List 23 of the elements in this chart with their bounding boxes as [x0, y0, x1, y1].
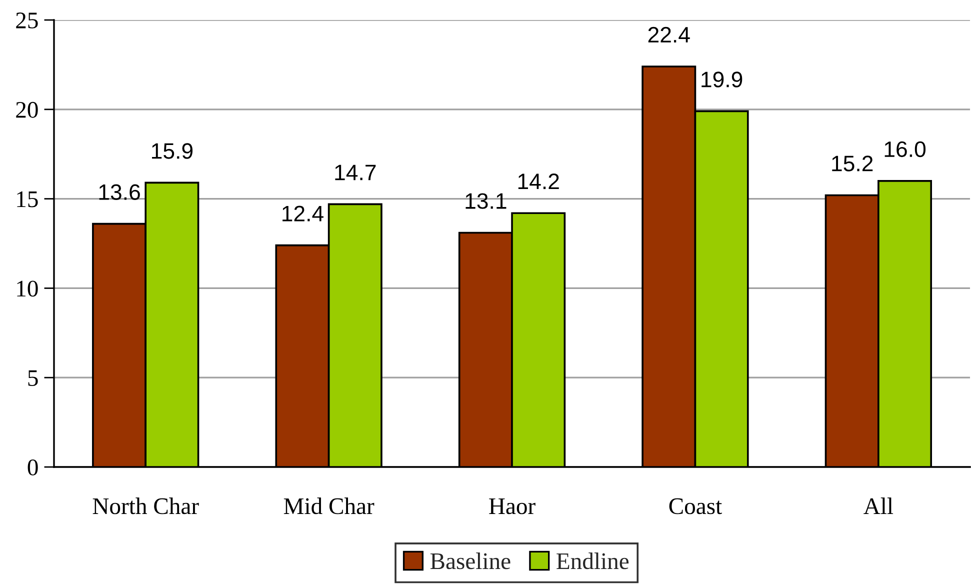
data-label: 13.1 — [466, 193, 506, 209]
data-label: 16.0 — [884, 141, 926, 158]
data-label: 13.6 — [99, 184, 140, 200]
y-tick-label: 10 — [17, 280, 38, 297]
data-label: 19.9 — [702, 72, 742, 88]
data-label: 14.7 — [335, 164, 376, 180]
x-tick-label: Coast — [669, 498, 722, 514]
x-tick-label: Haor — [489, 498, 536, 514]
y-tick-label: 15 — [17, 191, 38, 208]
y-tick-label: 5 — [28, 370, 38, 386]
legend-label: Endline — [556, 552, 629, 570]
y-tick-label: 20 — [16, 102, 38, 118]
data-label: 14.2 — [518, 174, 559, 190]
data-label: 15.2 — [832, 156, 873, 172]
y-tick-label: 0 — [28, 459, 38, 476]
data-label: 22.4 — [648, 26, 690, 42]
data-label: 15.9 — [152, 143, 193, 159]
y-tick-label: 25 — [16, 12, 38, 28]
x-tick-label: North Char — [92, 498, 199, 514]
x-tick-label: Mid Char — [284, 498, 374, 514]
x-tick-label: All — [864, 498, 894, 514]
data-label: 12.4 — [282, 206, 324, 222]
legend-label: Baseline — [430, 552, 510, 570]
